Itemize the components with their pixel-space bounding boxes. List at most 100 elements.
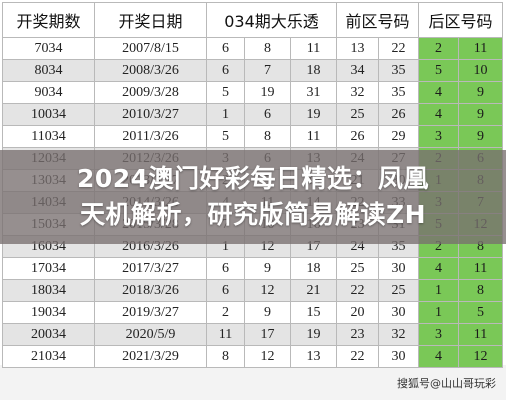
table-row: 11034 2011/3/26 5 8 11 26 29 3 9 (2, 125, 503, 148)
back-number-cell: 1 (418, 301, 459, 324)
front-number-cell: 6 (206, 279, 245, 302)
back-number-cell: 5 (418, 59, 459, 82)
date-cell: 2008/3/26 (94, 59, 207, 82)
back-number-cell: 3 (418, 323, 459, 346)
banner-line-2: 天机解析，研究版简易解读ZH (79, 200, 427, 229)
front-number-cell: 25 (336, 103, 379, 126)
period-cell: 11034 (2, 125, 95, 148)
header-date: 开奖日期 (94, 2, 207, 38)
front-number-cell: 18 (290, 257, 337, 280)
front-number-cell: 13 (336, 37, 379, 60)
front-number-cell: 22 (336, 279, 379, 302)
front-number-cell: 6 (206, 59, 245, 82)
front-number-cell: 7 (244, 59, 291, 82)
watermark: 搜狐号@山山哥玩彩 (397, 377, 496, 390)
front-number-cell: 30 (378, 345, 419, 368)
front-number-cell: 26 (336, 125, 379, 148)
front-number-cell: 1 (206, 103, 245, 126)
front-number-cell: 6 (206, 37, 245, 60)
period-cell: 7034 (2, 37, 95, 60)
front-number-cell: 35 (378, 59, 419, 82)
table-header-row: 开奖期数 开奖日期 034期大乐透 前区号码 后区号码 (2, 2, 503, 38)
front-number-cell: 30 (378, 301, 419, 324)
back-number-cell: 4 (418, 81, 459, 104)
period-cell: 8034 (2, 59, 95, 82)
period-cell: 9034 (2, 81, 95, 104)
front-number-cell: 21 (290, 279, 337, 302)
front-number-cell: 6 (206, 257, 245, 280)
date-cell: 2011/3/26 (94, 125, 207, 148)
front-number-cell: 8 (244, 125, 291, 148)
front-number-cell: 15 (290, 301, 337, 324)
table-row: 21034 2021/3/29 8 12 13 22 30 4 12 (2, 345, 503, 368)
date-cell: 2009/3/28 (94, 81, 207, 104)
back-number-cell: 3 (418, 125, 459, 148)
back-number-cell: 2 (418, 37, 459, 60)
date-cell: 2018/3/26 (94, 279, 207, 302)
table-row: 8034 2008/3/26 6 7 18 34 35 5 10 (2, 59, 503, 82)
front-number-cell: 32 (378, 323, 419, 346)
back-number-cell: 5 (458, 301, 503, 324)
header-back-zone: 后区号码 (418, 2, 503, 38)
front-number-cell: 23 (336, 323, 379, 346)
front-number-cell: 8 (206, 345, 245, 368)
front-number-cell: 12 (244, 279, 291, 302)
front-number-cell: 13 (290, 345, 337, 368)
back-number-cell: 10 (458, 59, 503, 82)
front-number-cell: 12 (244, 345, 291, 368)
back-number-cell: 8 (458, 279, 503, 302)
front-number-cell: 25 (378, 279, 419, 302)
back-number-cell: 4 (418, 257, 459, 280)
front-number-cell: 18 (290, 59, 337, 82)
front-number-cell: 19 (290, 323, 337, 346)
period-cell: 10034 (2, 103, 95, 126)
back-number-cell: 9 (458, 81, 503, 104)
back-number-cell: 1 (418, 279, 459, 302)
front-number-cell: 22 (378, 37, 419, 60)
front-number-cell: 34 (336, 59, 379, 82)
front-number-cell: 5 (206, 81, 245, 104)
date-cell: 2010/3/27 (94, 103, 207, 126)
table-row: 18034 2018/3/26 6 12 21 22 25 1 8 (2, 279, 503, 302)
table-row: 7034 2007/8/15 6 8 11 13 22 2 11 (2, 37, 503, 60)
front-number-cell: 11 (206, 323, 245, 346)
title-banner: 2024澳门好彩每日精选：凤凰 天机解析，研究版简易解读ZH (0, 150, 506, 244)
period-cell: 18034 (2, 279, 95, 302)
period-cell: 21034 (2, 345, 95, 368)
date-cell: 2017/3/27 (94, 257, 207, 280)
table-row: 10034 2010/3/27 1 6 19 25 26 4 9 (2, 103, 503, 126)
front-number-cell: 26 (378, 103, 419, 126)
date-cell: 2019/3/27 (94, 301, 207, 324)
date-cell: 2021/3/29 (94, 345, 207, 368)
table-row: 9034 2009/3/28 5 19 31 32 35 4 9 (2, 81, 503, 104)
front-number-cell: 22 (336, 345, 379, 368)
front-number-cell: 19 (290, 103, 337, 126)
period-cell: 20034 (2, 323, 95, 346)
front-number-cell: 29 (378, 125, 419, 148)
front-number-cell: 9 (244, 301, 291, 324)
back-number-cell: 12 (458, 345, 503, 368)
front-number-cell: 20 (336, 301, 379, 324)
period-cell: 17034 (2, 257, 95, 280)
front-number-cell: 35 (378, 81, 419, 104)
front-number-cell: 2 (206, 301, 245, 324)
back-number-cell: 9 (458, 125, 503, 148)
back-number-cell: 11 (458, 257, 503, 280)
front-number-cell: 30 (378, 257, 419, 280)
header-issue: 034期大乐透 (206, 2, 337, 38)
front-number-cell: 9 (244, 257, 291, 280)
front-number-cell: 5 (206, 125, 245, 148)
table-row: 20034 2020/5/9 11 17 19 23 32 3 11 (2, 323, 503, 346)
back-number-cell: 9 (458, 103, 503, 126)
back-number-cell: 11 (458, 37, 503, 60)
front-number-cell: 25 (336, 257, 379, 280)
front-number-cell: 19 (244, 81, 291, 104)
header-period: 开奖期数 (2, 2, 95, 38)
table-row: 17034 2017/3/27 6 9 18 25 30 4 11 (2, 257, 503, 280)
front-number-cell: 31 (290, 81, 337, 104)
front-number-cell: 11 (290, 37, 337, 60)
front-number-cell: 6 (244, 103, 291, 126)
banner-line-1: 2024澳门好彩每日精选：凤凰 (76, 164, 430, 193)
front-number-cell: 11 (290, 125, 337, 148)
back-number-cell: 4 (418, 345, 459, 368)
